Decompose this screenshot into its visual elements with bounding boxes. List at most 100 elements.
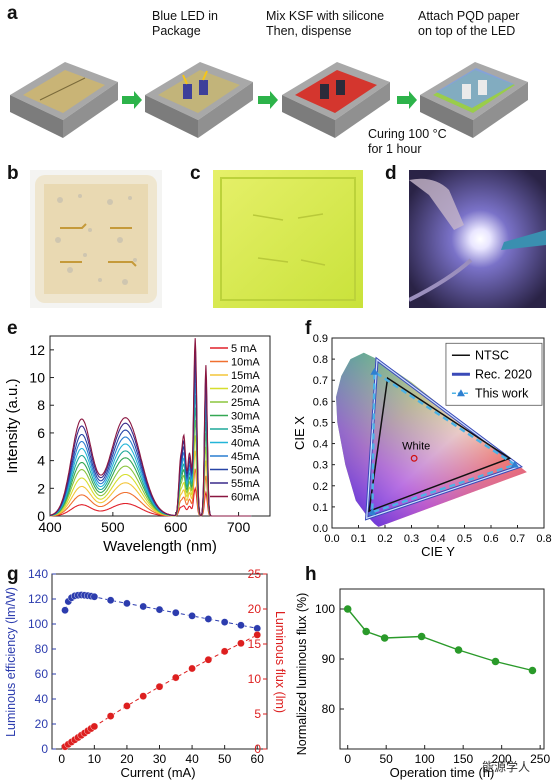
stability-line (347, 608, 533, 672)
led-package-4 (420, 62, 528, 138)
chart-e-lines (49, 338, 252, 517)
legend-label: 20mA (231, 384, 260, 396)
step-3-caption: Attach PQD paper on top of the LED (418, 9, 520, 38)
x-tick-label: 0.3 (404, 533, 419, 545)
curing-note: Curing 100 °C for 1 hour (368, 127, 447, 156)
data-point-left (139, 602, 148, 611)
chart-g-ylabel-left: Luminous efficiency (lm/W) (4, 587, 18, 737)
x-tick-label: 30 (153, 752, 167, 766)
chart-g: 0 10 20 30 40 50 60020406080100120140051015202… (4, 567, 287, 780)
led-package-3 (282, 62, 390, 138)
y-tick-label-right: 15 (248, 637, 262, 651)
data-point-left (188, 612, 196, 620)
chart-g-series (61, 591, 262, 751)
panel-label-h: h (305, 564, 317, 585)
rec2020-triangle-inner (366, 358, 521, 520)
chart-e-ticks: 400 500 600 700 0 2 4 6 8 10 12 (29, 342, 250, 535)
legend-label: 40mA (231, 438, 260, 450)
y-tick-label-right: 5 (254, 707, 261, 721)
watermark: 能源学人 (482, 760, 531, 774)
data-point-left (171, 608, 180, 617)
chart-h: 0 50 100 150 200 250 80 90 100 Operation time (h… (295, 588, 550, 780)
data-point-left (123, 599, 131, 608)
cie-gamut (336, 352, 527, 527)
step-2-caption: Mix KSF with silicone Then, dispense (266, 9, 385, 38)
led-package-2 (145, 62, 253, 138)
data-point (343, 605, 352, 613)
x-tick-label: 200 (492, 752, 512, 766)
legend-label: 25mA (231, 397, 260, 409)
x-tick-label: 0.5 (457, 533, 472, 545)
chart-h-xlabel: Operation time (h) (390, 765, 495, 780)
y-tick-label: 100 (315, 602, 335, 616)
x-tick-label: 50 (218, 752, 232, 766)
x-tick-label: 60 (251, 752, 265, 766)
y-tick-label: 0 (37, 508, 45, 524)
x-tick-label: 150 (453, 752, 473, 766)
legend-marker (456, 389, 465, 397)
chart-e-xlabel: Wavelength (nm) (103, 538, 217, 555)
data-point-right (123, 702, 131, 710)
panel-label-f: f (305, 318, 312, 339)
legend-label: 10mA (231, 357, 260, 369)
chart-g-frame (51, 573, 268, 750)
chart-f-legend: NTSC Rec. 2020 This work (445, 342, 543, 406)
data-point-right (237, 639, 245, 648)
x-tick-label: 0.7 (510, 533, 525, 545)
chart-f-series (364, 356, 523, 521)
chart-f-xlabel: CIE Y (421, 544, 455, 559)
data-point-right (155, 682, 164, 691)
x-tick-label: 0.6 (483, 533, 498, 545)
chart-e-ylabel: Intensity (a.u.) (4, 378, 21, 473)
legend-label: 55mA (231, 478, 260, 490)
data-point (454, 646, 463, 654)
cie-locus-overlay (336, 352, 527, 527)
arrow-1 (122, 91, 142, 109)
legend-label: 45mA (231, 451, 260, 463)
chart-f-ticks: 0.0 0.1 0.2 0.3 0.4 0.5 0.6 0.7 0.8 0.0 0.1 0.2 0.3 0… (313, 333, 552, 545)
legend-label: 5 mA (231, 343, 257, 355)
y-tick-label: 2 (37, 480, 45, 496)
x-tick-label: 0.4 (430, 533, 445, 545)
data-point (528, 666, 537, 675)
y-tick-label: 6 (37, 425, 45, 441)
y-tick-label: 0.1 (313, 502, 328, 514)
white-point-marker (410, 454, 418, 462)
step-1-caption: Blue LED in Package (152, 9, 219, 38)
arrow-3 (397, 91, 417, 109)
chart-h-frame (339, 588, 545, 750)
x-tick-label: 40 (185, 752, 199, 766)
legend-label: 35mA (231, 424, 260, 436)
y-tick-label: 90 (322, 652, 336, 666)
this-work-marker (510, 460, 519, 468)
data-point-right (171, 673, 180, 682)
x-tick-label: 0.0 (324, 533, 339, 545)
legend-label: 60mA (231, 492, 260, 504)
y-tick-label-left: 100 (28, 617, 48, 631)
y-tick-label-right: 20 (248, 602, 262, 616)
y-tick-label: 0.7 (313, 375, 328, 387)
data-point (380, 634, 389, 642)
y-tick-label-left: 40 (35, 692, 49, 706)
x-tick-label: 400 (38, 519, 62, 535)
data-point-right (253, 631, 262, 639)
y-tick-label: 0.4 (313, 439, 328, 451)
chart-e-frame (49, 335, 271, 517)
led-photo-b (30, 170, 162, 308)
process-illustration (10, 62, 528, 138)
x-tick-label: 500 (101, 519, 125, 535)
chart-g-ticks: 0 10 20 30 40 50 60020406080100120140051015202… (28, 567, 267, 766)
y-tick-label-left: 140 (28, 567, 48, 581)
panel-label-g: g (7, 564, 19, 585)
this-work-marker (370, 367, 379, 375)
x-tick-label: 0 (344, 752, 351, 766)
x-tick-label: 20 (120, 752, 134, 766)
led-photo-d (409, 170, 546, 308)
legend-label: This work (475, 386, 529, 400)
x-tick-label: 700 (227, 519, 251, 535)
y-tick-label: 80 (322, 702, 336, 716)
chart-g-ylabel-right: Luminous flux (lm) (273, 611, 287, 713)
y-tick-label: 8 (37, 397, 45, 413)
y-tick-label: 0.9 (313, 333, 328, 345)
